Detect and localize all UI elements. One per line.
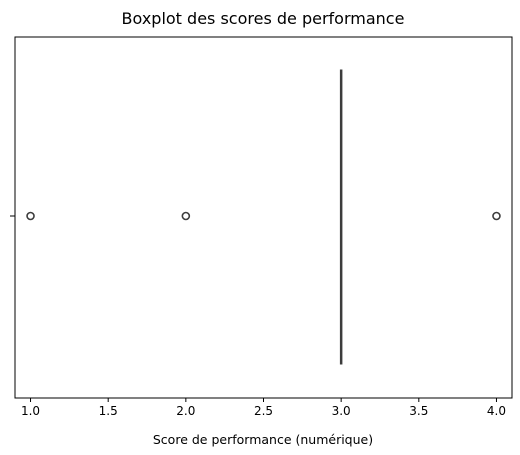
outlier-point: [27, 213, 34, 220]
x-tick-label: 1.0: [21, 404, 40, 418]
x-tick-label: 3.0: [332, 404, 351, 418]
x-tick-label: 1.5: [99, 404, 118, 418]
x-tick-label: 2.5: [254, 404, 273, 418]
x-tick-label: 2.0: [176, 404, 195, 418]
x-axis-label: Score de performance (numérique): [153, 432, 373, 447]
outlier-point: [182, 213, 189, 220]
x-tick-label: 4.0: [487, 404, 506, 418]
x-tick-label: 3.5: [409, 404, 428, 418]
x-axis: 1.0 1.5 2.0 2.5 3.0 3.5 4.0: [21, 398, 506, 418]
chart-marks: [27, 70, 500, 364]
outlier-point: [493, 213, 500, 220]
chart-title: Boxplot des scores de performance: [122, 9, 405, 28]
plot-frame: [15, 37, 512, 398]
